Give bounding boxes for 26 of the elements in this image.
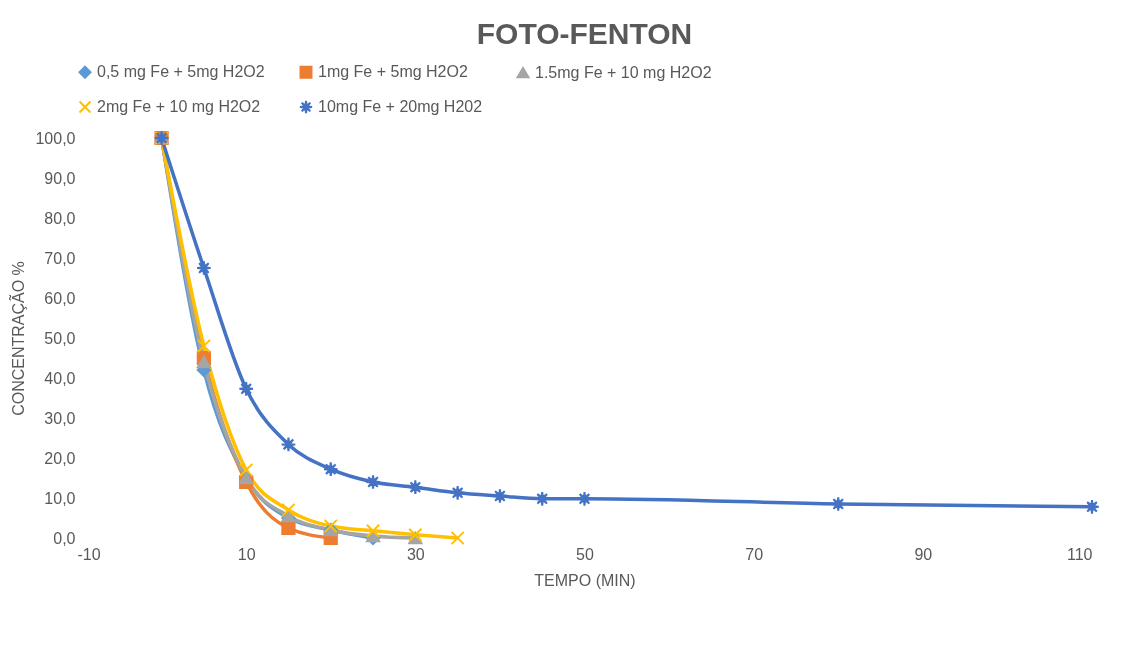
y-tick-label: 90,0 xyxy=(44,169,76,187)
y-tick-label: 20,0 xyxy=(44,449,76,467)
x-tick-label: 70 xyxy=(745,545,764,563)
x-axis-title: TEMPO (MIN) xyxy=(534,571,636,589)
y-tick-label: 100,0 xyxy=(35,129,76,147)
y-tick-label: 40,0 xyxy=(44,369,76,387)
chart-title: FOTO-FENTON xyxy=(476,17,693,50)
legend-label: 1mg Fe + 5mg H2O2 xyxy=(318,63,468,81)
x-tick-label: -10 xyxy=(77,545,101,563)
legend-label: 0,5 mg Fe + 5mg H2O2 xyxy=(97,63,265,81)
y-tick-label: 60,0 xyxy=(44,289,76,307)
x-tick-label: 30 xyxy=(406,545,425,563)
x-tick-label: 50 xyxy=(576,545,594,563)
y-tick-label: 80,0 xyxy=(44,209,76,227)
y-tick-label: 10,0 xyxy=(44,489,76,507)
x-tick-label: 110 xyxy=(1066,545,1093,563)
y-axis-title: CONCENTRAÇÃO % xyxy=(8,261,28,416)
y-tick-label: 50,0 xyxy=(44,329,76,347)
legend-label: 1.5mg Fe + 10 mg H2O2 xyxy=(535,63,712,81)
legend-label: 10mg Fe + 20mg H202 xyxy=(318,98,483,115)
x-tick-label: 90 xyxy=(914,545,933,563)
legend-label: 2mg Fe + 10 mg H2O2 xyxy=(97,98,261,115)
y-tick-label: 70,0 xyxy=(44,249,76,267)
y-tick-label: 0,0 xyxy=(53,529,76,547)
y-tick-label: 30,0 xyxy=(44,409,76,427)
x-tick-label: 10 xyxy=(237,545,256,563)
